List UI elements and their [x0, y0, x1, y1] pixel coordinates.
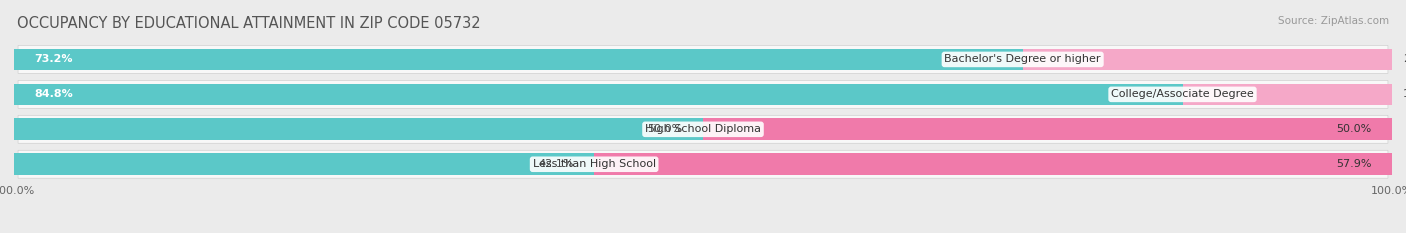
Text: 26.8%: 26.8%	[1403, 55, 1406, 64]
Text: 84.8%: 84.8%	[35, 89, 73, 99]
Text: 73.2%: 73.2%	[35, 55, 73, 64]
Bar	[14, 49, 1022, 70]
Bar	[1022, 49, 1392, 70]
Bar	[14, 118, 703, 140]
Text: High School Diploma: High School Diploma	[645, 124, 761, 134]
FancyBboxPatch shape	[18, 45, 1388, 73]
Bar	[703, 118, 1392, 140]
Text: 50.0%: 50.0%	[1336, 124, 1371, 134]
Text: Source: ZipAtlas.com: Source: ZipAtlas.com	[1278, 16, 1389, 26]
Bar	[595, 154, 1392, 175]
Text: Less than High School: Less than High School	[533, 159, 655, 169]
Bar	[1182, 84, 1392, 105]
FancyBboxPatch shape	[18, 80, 1388, 108]
Text: 42.1%: 42.1%	[538, 159, 574, 169]
Text: Bachelor's Degree or higher: Bachelor's Degree or higher	[945, 55, 1101, 64]
Bar	[14, 84, 1182, 105]
Text: 50.0%: 50.0%	[647, 124, 682, 134]
FancyBboxPatch shape	[18, 115, 1388, 143]
FancyBboxPatch shape	[18, 150, 1388, 178]
Text: 15.2%: 15.2%	[1403, 89, 1406, 99]
Text: College/Associate Degree: College/Associate Degree	[1111, 89, 1254, 99]
Text: OCCUPANCY BY EDUCATIONAL ATTAINMENT IN ZIP CODE 05732: OCCUPANCY BY EDUCATIONAL ATTAINMENT IN Z…	[17, 16, 481, 31]
Text: 57.9%: 57.9%	[1336, 159, 1371, 169]
Bar	[14, 154, 595, 175]
